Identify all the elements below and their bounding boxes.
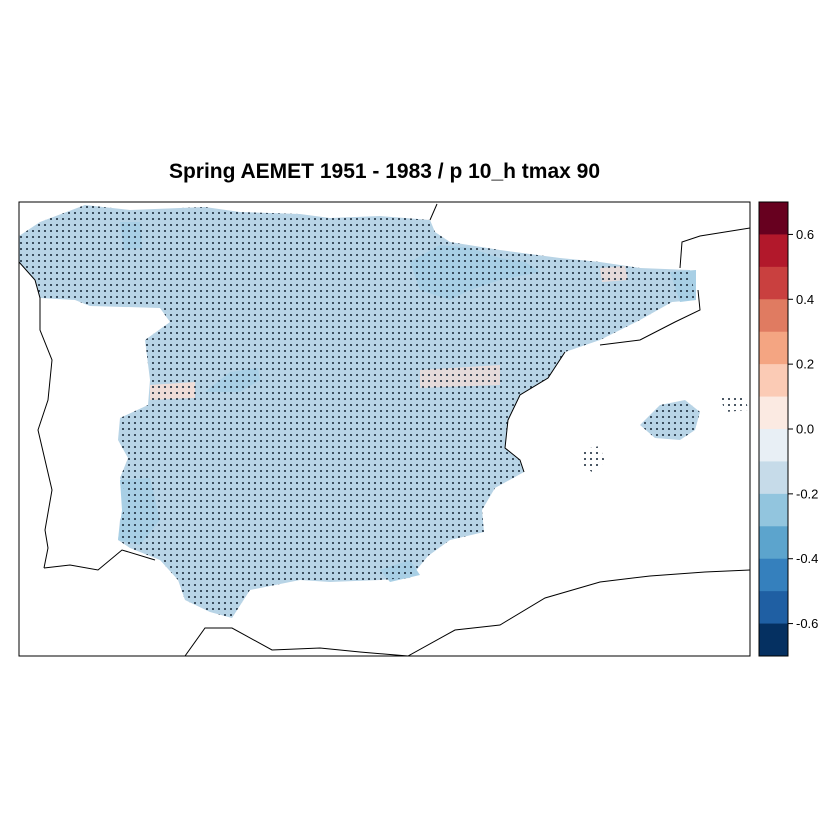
colorbar-swatch <box>759 234 788 268</box>
coastlines <box>19 203 750 656</box>
colorbar-tick-label: 0.6 <box>796 227 814 242</box>
portugal-coast <box>19 261 53 569</box>
map-layers <box>19 203 750 656</box>
colorbar-tick-label: -0.4 <box>796 551 818 566</box>
colorbar-tick-label: 0.0 <box>796 422 814 437</box>
colorbar-swatch <box>759 331 788 365</box>
mallorca-dots <box>640 400 700 440</box>
colorbar-swatch <box>759 493 788 527</box>
colorbar-tick-label: -0.2 <box>796 486 818 501</box>
colorbar-swatch <box>759 364 788 398</box>
colorbar-swatch <box>759 526 788 560</box>
colorbar-tick-label: 0.2 <box>796 357 814 372</box>
menorca-dots <box>720 394 748 412</box>
colorbar-swatch <box>759 299 788 333</box>
italy-alps-border <box>679 227 750 269</box>
africa-coast-west <box>43 549 156 571</box>
colorbar-swatch <box>759 429 788 462</box>
ibiza-dots <box>580 446 605 472</box>
map-title: Spring AEMET 1951 - 1983 / p 10_h tmax 9… <box>168 160 601 183</box>
colorbar <box>758 201 789 657</box>
colorbar-swatch <box>759 558 788 592</box>
colorbar-swatch <box>759 266 788 300</box>
colorbar-swatch <box>759 461 788 495</box>
colorbar-swatch <box>759 623 788 657</box>
significance-stippling <box>19 205 696 618</box>
africa-coast-south <box>184 569 750 656</box>
iberia-east-edge <box>504 351 566 473</box>
france-mediterranean-coast <box>599 289 701 346</box>
colorbar-tick-label: 0.4 <box>796 292 814 307</box>
colorbar-swatch <box>759 202 788 235</box>
colorbar-swatch <box>759 591 788 625</box>
colorbar-ticks: 0.6 0.4 0.2 0.0 -0.2 -0.4 -0.6 <box>788 227 818 631</box>
colorbar-tick-label: -0.6 <box>796 616 818 631</box>
map-panel-frame <box>18 201 751 657</box>
france-coast <box>429 203 438 221</box>
colorbar-swatch <box>759 396 788 430</box>
